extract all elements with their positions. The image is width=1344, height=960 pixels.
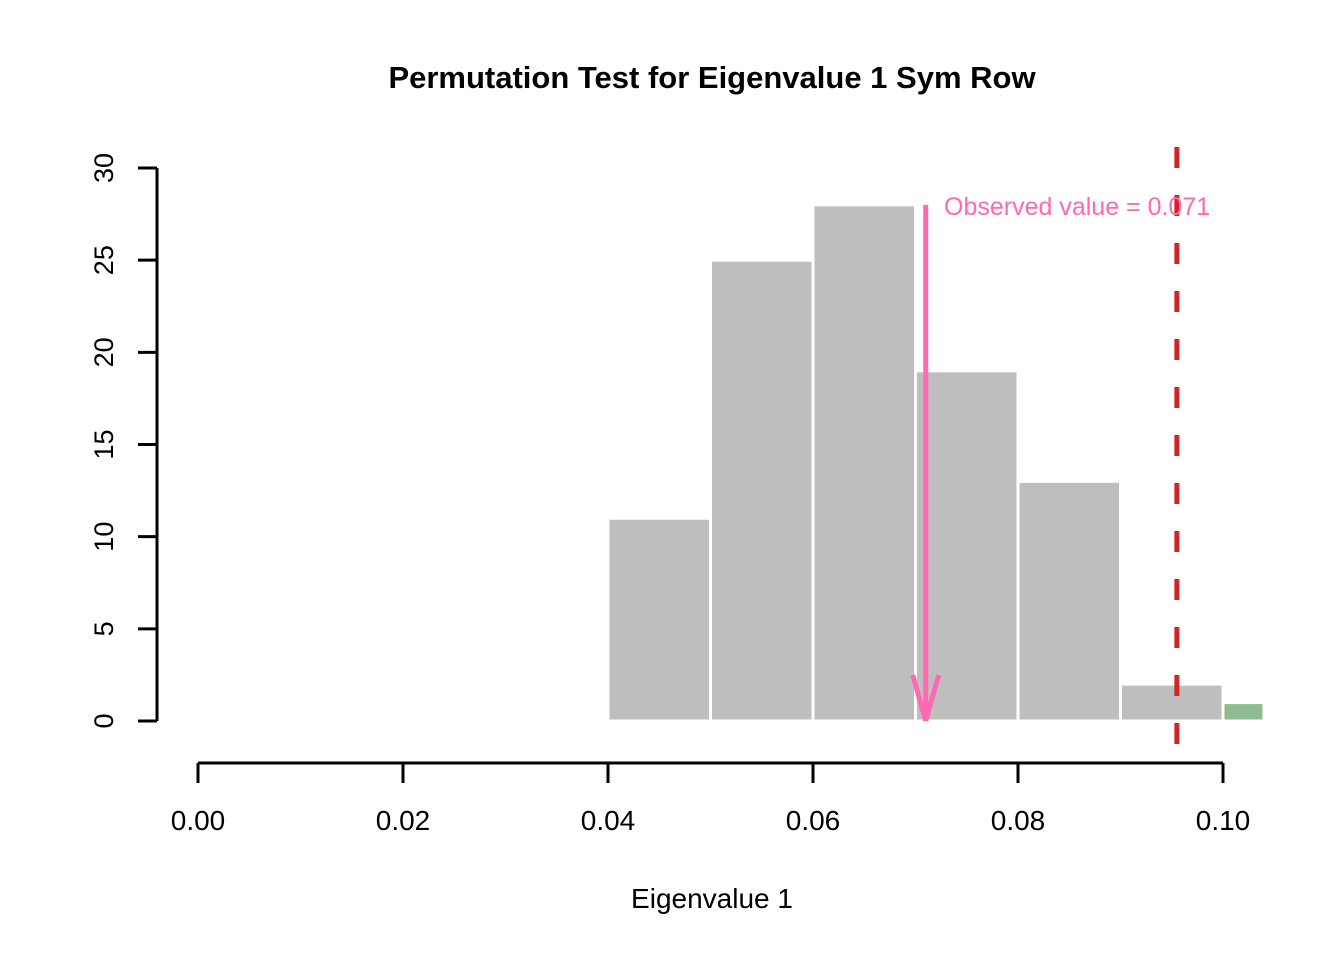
x-axis-tick-label: 0.02	[376, 805, 431, 836]
histogram-bar	[606, 516, 712, 723]
chart-title: Permutation Test for Eigenvalue 1 Sym Ro…	[388, 60, 1036, 95]
observed-arrow-head	[910, 674, 929, 722]
y-axis-tick-label: 25	[89, 245, 119, 275]
y-axis-tick-label: 10	[89, 522, 119, 552]
y-axis-tick-label: 30	[89, 153, 119, 183]
histogram-bar	[914, 369, 1020, 723]
y-axis-tick-label: 20	[89, 337, 119, 367]
x-axis-tick-label: 0.04	[581, 805, 636, 836]
x-axis-tick-label: 0.10	[1196, 805, 1251, 836]
y-axis-tick-label: 5	[89, 621, 119, 636]
x-axis-tick-label: 0.00	[171, 805, 226, 836]
x-axis-title: Eigenvalue 1	[631, 883, 793, 914]
histogram-bar	[1016, 479, 1122, 723]
histogram-bar-highlight	[1221, 701, 1266, 723]
observed-arrow-head	[923, 674, 942, 722]
histogram-bar	[1119, 682, 1225, 723]
x-axis-tick-label: 0.08	[991, 805, 1046, 836]
y-axis-tick-label: 15	[89, 429, 119, 459]
histogram-bar	[709, 258, 815, 723]
x-axis-tick-label: 0.06	[786, 805, 841, 836]
y-axis-tick-label: 0	[89, 713, 119, 728]
histogram-bar	[811, 203, 917, 723]
observed-value-label: Observed value = 0.071	[944, 193, 1211, 221]
